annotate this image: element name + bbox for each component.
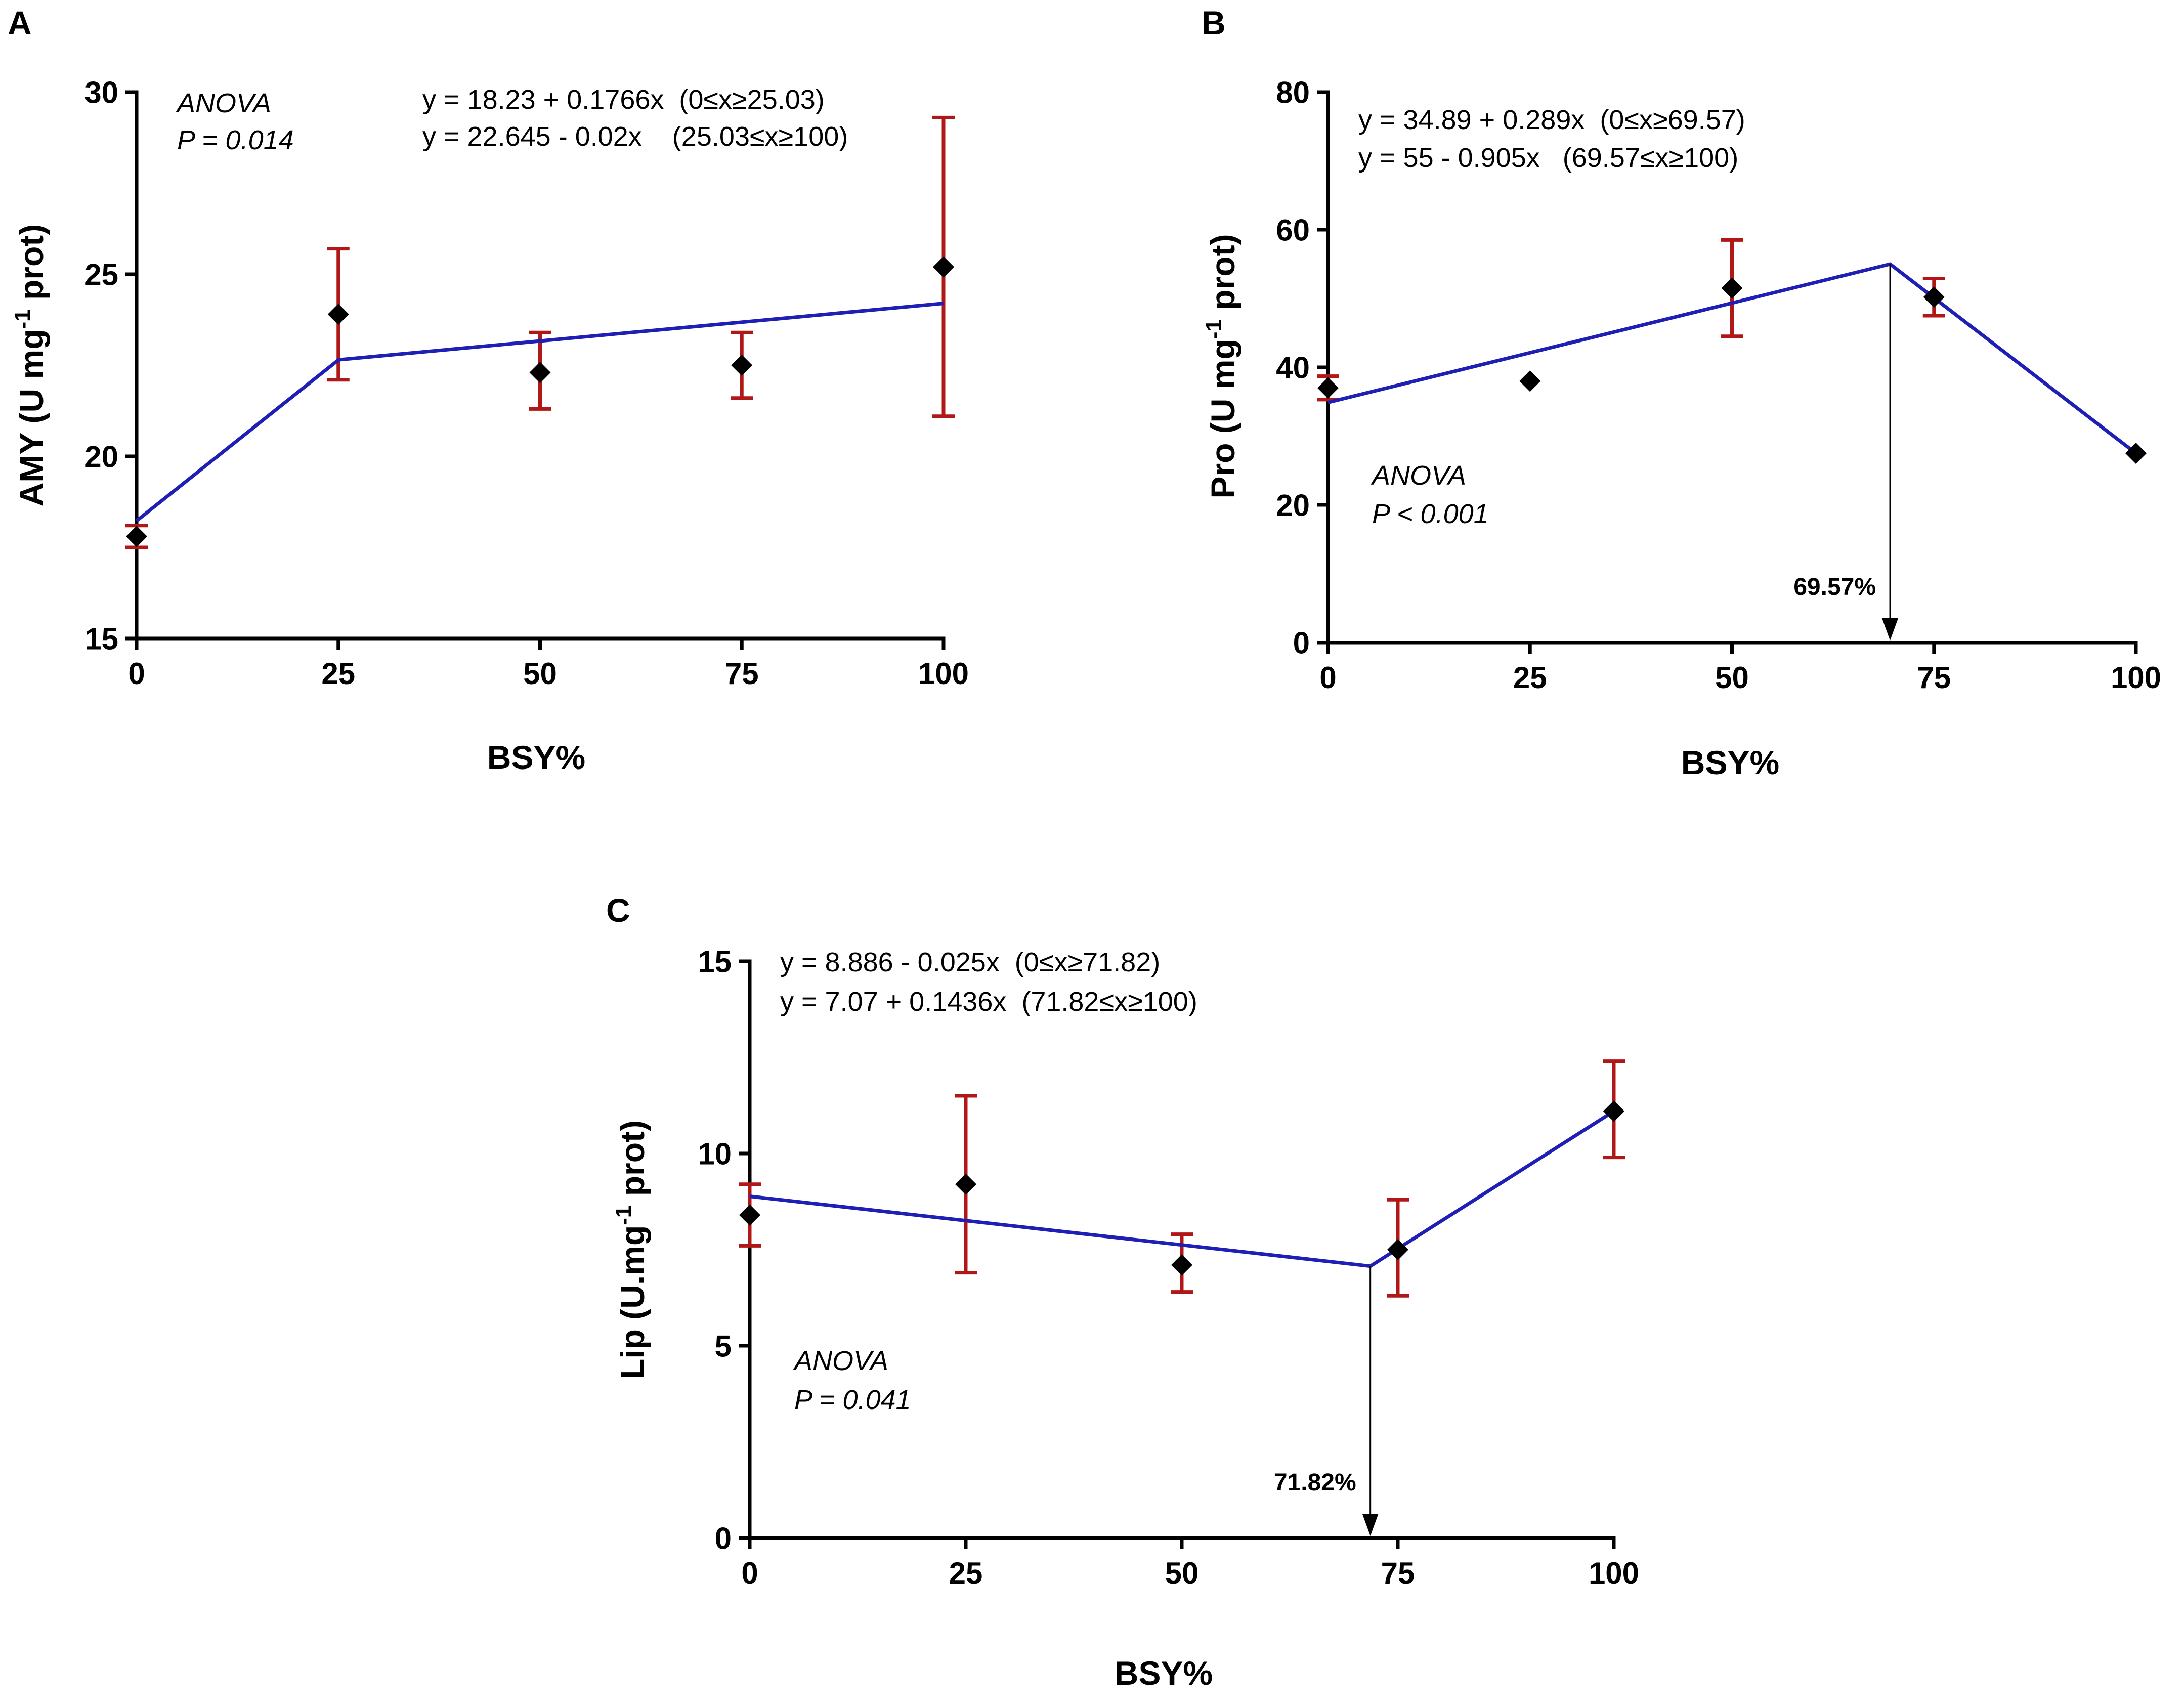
panel-c-lip-chart: C 0 25 50 75 100 0 5 10 15 71.82% BSY% Lip (U.m… <box>606 891 1639 1692</box>
panel-c-y-ticks: 0 5 10 15 <box>698 945 750 1556</box>
panel-c-data-point <box>1603 1100 1624 1122</box>
panel-b-x-tick-label: 25 <box>1513 661 1547 695</box>
panel-a-y-tick-label: 20 <box>84 440 118 474</box>
panel-c-data-point <box>1171 1254 1192 1276</box>
panel-b-x-tick-label: 0 <box>1319 661 1336 695</box>
panel-c-breakpoint-arrowhead <box>1362 1514 1379 1536</box>
panel-c-y-axis-title: Lip (U.mg-1 prot) <box>611 1120 651 1379</box>
panel-b-anova-p-value: P < 0.001 <box>1372 499 1489 529</box>
panel-c-anova-title: ANOVA <box>793 1346 888 1376</box>
panel-c-anova-p-value: P = 0.041 <box>794 1385 911 1415</box>
panel-a-y-tick-label: 15 <box>84 622 118 656</box>
panel-c-breakpoint: 71.82% <box>1274 1266 1379 1536</box>
panel-b-data-points <box>1317 277 2147 464</box>
panel-a-data-points <box>126 256 954 547</box>
panel-a-x-ticks: 0 25 50 75 100 <box>128 638 969 691</box>
panel-b-y-tick-label: 80 <box>1276 76 1310 110</box>
panel-b-data-point <box>1317 377 1339 399</box>
panel-b-data-point <box>1923 286 1945 308</box>
panel-a-y-tick-label: 25 <box>84 258 118 292</box>
panel-c-data-point <box>1387 1239 1408 1260</box>
panel-a-x-tick-label: 100 <box>918 657 969 691</box>
panel-b-x-ticks: 0 25 50 75 100 <box>1319 643 2161 695</box>
panel-c-y-tick-label: 5 <box>715 1330 732 1363</box>
panel-b-pro-chart: B 0 25 50 75 100 0 20 40 60 80 69.57% BSY% Pro (… <box>1202 4 2161 781</box>
panel-b-breakpoint-arrowhead <box>1882 618 1899 640</box>
panel-a-data-point <box>327 304 349 325</box>
panel-a-x-tick-label: 75 <box>725 657 759 691</box>
panel-b-data-point <box>1721 277 1743 299</box>
panel-b-data-point <box>1519 370 1541 392</box>
panel-a-fit-line-group <box>135 302 944 523</box>
panel-a-amy-chart: A 0 25 50 75 100 15 20 25 30 BSY% AMY (U mg-1 p… <box>8 4 969 776</box>
panel-a-data-point <box>529 362 551 383</box>
panel-a-anova-p-value: P = 0.014 <box>177 125 294 155</box>
panel-a-anova-title: ANOVA <box>176 88 271 118</box>
panel-b-y-tick-label: 20 <box>1276 489 1310 523</box>
panel-c-x-tick-label: 50 <box>1165 1556 1199 1590</box>
panel-b-letter: B <box>1202 4 1226 41</box>
panel-b-breakpoint: 69.57% <box>1793 264 1899 640</box>
panel-c-data-points <box>739 1100 1624 1276</box>
panel-b-breakpoint-label: 69.57% <box>1793 574 1876 601</box>
panel-c-x-ticks: 0 25 50 75 100 <box>741 1538 1639 1590</box>
panel-c-x-tick-label: 25 <box>949 1556 983 1590</box>
panel-a-data-point <box>933 256 954 278</box>
panel-b-x-tick-label: 75 <box>1917 661 1951 695</box>
panel-a-x-axis-title: BSY% <box>487 739 585 776</box>
panel-c-x-axis-title: BSY% <box>1115 1654 1213 1692</box>
panel-c-data-point <box>739 1204 760 1226</box>
panel-b-data-point <box>2125 443 2147 464</box>
panel-c-letter: C <box>606 891 630 929</box>
panel-a-data-point <box>731 355 753 376</box>
panel-a-y-axis-title: AMY (U mg-1 prot) <box>10 224 50 507</box>
panel-a-x-tick-label: 0 <box>128 657 145 691</box>
panel-a-equation-2: y = 22.645 - 0.02x (25.03≤x≥100) <box>422 121 848 152</box>
panel-a-data-point <box>126 526 147 547</box>
panel-a-y-tick-label: 30 <box>84 76 118 110</box>
panel-b-x-axis-title: BSY% <box>1681 744 1779 781</box>
panel-c-x-tick-label: 75 <box>1381 1556 1415 1590</box>
panel-b-y-tick-label: 60 <box>1276 214 1310 247</box>
panel-a-letter: A <box>8 4 32 41</box>
panel-b-x-tick-label: 50 <box>1715 661 1749 695</box>
panel-c-equation-1: y = 8.886 - 0.025x (0≤x≥71.82) <box>780 947 1160 977</box>
panel-a-x-tick-label: 25 <box>321 657 355 691</box>
panel-c-breakpoint-label: 71.82% <box>1274 1469 1356 1496</box>
panel-c-y-tick-label: 15 <box>698 945 732 979</box>
panel-c-y-tick-label: 10 <box>698 1137 732 1171</box>
panel-b-y-axis-title: Pro (U mg-1 prot) <box>1202 234 1241 498</box>
panel-b-x-tick-label: 100 <box>2111 661 2161 695</box>
panel-b-error-bars <box>1317 238 1945 402</box>
panel-a-y-ticks: 15 20 25 30 <box>84 76 137 656</box>
panel-b-equation-1: y = 34.89 + 0.289x (0≤x≥69.57) <box>1358 105 1745 135</box>
panel-b-anova-title: ANOVA <box>1371 460 1466 491</box>
panel-c-y-tick-label: 0 <box>715 1522 732 1556</box>
panel-c-x-tick-label: 100 <box>1589 1556 1639 1590</box>
panel-b-equation-2: y = 55 - 0.905x (69.57≤x≥100) <box>1358 143 1738 173</box>
panel-a-equation-1: y = 18.23 + 0.1766x (0≤x≥25.03) <box>422 84 825 115</box>
panel-c-x-tick-label: 0 <box>741 1556 758 1590</box>
panel-a-error-bars <box>125 115 955 549</box>
panel-a-x-tick-label: 50 <box>523 657 557 691</box>
panel-c-data-point <box>955 1173 976 1195</box>
panel-b-y-tick-label: 40 <box>1276 351 1310 385</box>
panel-a-fit-line <box>135 302 944 523</box>
panel-b-y-ticks: 0 20 40 60 80 <box>1276 76 1328 660</box>
panel-b-y-tick-label: 0 <box>1293 626 1310 660</box>
panel-c-equation-2: y = 7.07 + 0.1436x (71.82≤x≥100) <box>780 987 1197 1017</box>
